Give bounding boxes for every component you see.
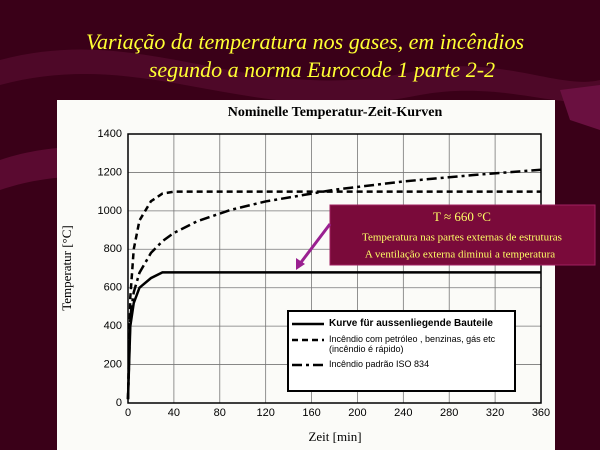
- series-line: [126, 190, 541, 400]
- x-tick-label: 120: [256, 407, 274, 419]
- x-tick-label: 200: [348, 407, 366, 419]
- legend-label: Incêndio com petróleo , benzinas, gás et…: [329, 334, 496, 354]
- y-tick-label: 0: [116, 397, 122, 409]
- y-tick-label: 200: [104, 358, 122, 370]
- annotation-text: T ≈ 660 °C: [433, 209, 491, 224]
- y-tick-label: 800: [104, 243, 122, 255]
- x-tick-label: 280: [440, 407, 458, 419]
- annotation-arrow: [297, 223, 332, 266]
- x-tick-label: 0: [125, 407, 131, 419]
- annotation-text: Temperatura nas partes externas de estru…: [362, 232, 562, 244]
- slide-title: segundo a norma Eurocode 1 parte 2-2: [149, 57, 495, 82]
- legend-swatch: [292, 322, 324, 326]
- annotation-box: [329, 204, 596, 266]
- y-tick-label: 400: [104, 320, 122, 332]
- legend-swatch: [292, 338, 324, 342]
- y-tick-label: 1000: [98, 205, 122, 217]
- legend-label: Kurve für aussenliegende Bauteile: [329, 318, 493, 329]
- x-tick-label: 40: [168, 407, 180, 419]
- plot-frame: [127, 133, 542, 404]
- annotation-text: A ventilação externa diminui a temperatu…: [365, 249, 555, 261]
- x-tick-label: 360: [532, 407, 550, 419]
- legend-entry: Incêndio padrão ISO 834: [291, 359, 514, 369]
- slide-title: Variação da temperatura nos gases, em in…: [86, 29, 524, 54]
- x-tick-label: 320: [486, 407, 504, 419]
- decor-stripe: [560, 85, 600, 130]
- decor-stripe: [0, 49, 600, 104]
- x-tick-label: 80: [214, 407, 226, 419]
- legend-swatch: [292, 363, 324, 367]
- x-tick-label: 240: [394, 407, 412, 419]
- y-tick-label: 600: [104, 282, 122, 294]
- x-axis-label: Zeit [min]: [308, 429, 361, 444]
- legend-entry: Incêndio com petróleo , benzinas, gás et…: [291, 334, 514, 354]
- legend: Kurve für aussenliegende Bauteile Incêndi…: [287, 310, 516, 392]
- series-line: [126, 168, 542, 400]
- y-tick-label: 1400: [98, 128, 122, 140]
- y-axis-label: Temperatur [°C]: [59, 225, 74, 311]
- chart-title: Nominelle Temperatur-Zeit-Kurven: [228, 105, 443, 120]
- x-tick-label: 160: [302, 407, 320, 419]
- y-tick-label: 1200: [98, 166, 122, 178]
- annotation-arrowhead: [296, 258, 305, 270]
- legend-entry: Kurve für aussenliegende Bauteile: [291, 318, 514, 329]
- legend-label: Incêndio padrão ISO 834: [329, 359, 430, 369]
